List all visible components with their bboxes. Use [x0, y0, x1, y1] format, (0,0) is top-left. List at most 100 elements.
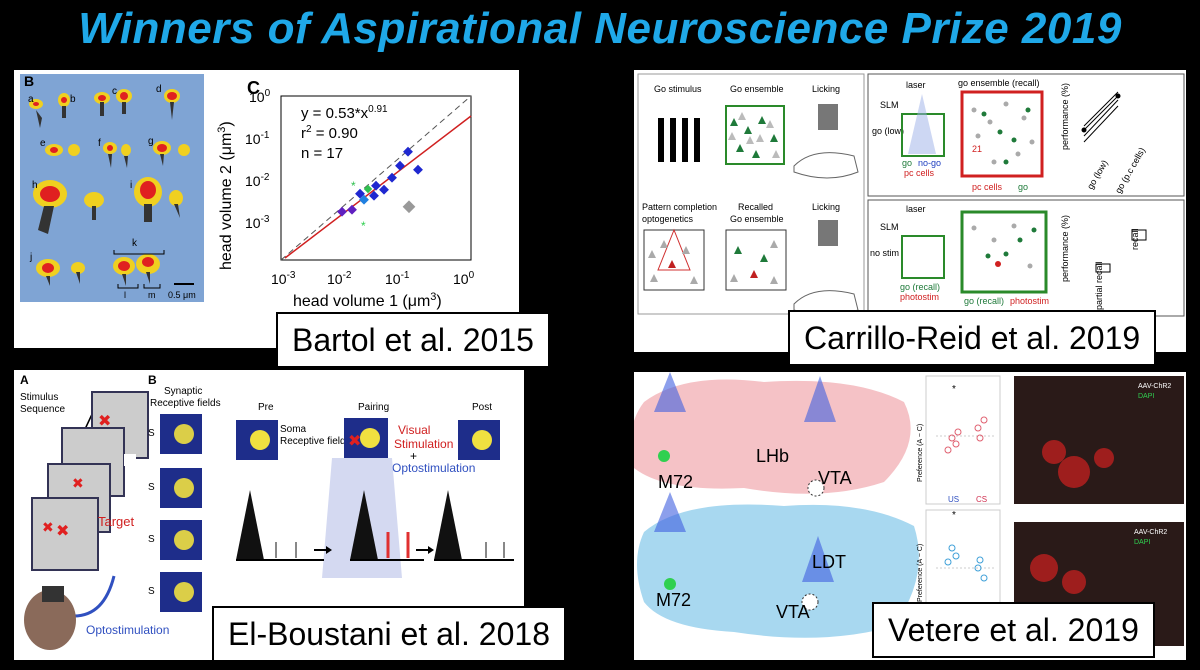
ytick-1: 10-1: [245, 130, 270, 147]
caption-carrillo-reid: Carrillo-Reid et al. 2019: [788, 310, 1157, 366]
label-m: m: [148, 290, 156, 300]
partial-recall-label: partial recall: [1094, 261, 1104, 310]
label-b: b: [70, 94, 76, 105]
go-label: go: [902, 158, 912, 168]
laser-label: laser: [906, 80, 926, 90]
pattern-completion-label: Pattern completion: [642, 202, 717, 212]
s2-label: S: [148, 482, 155, 493]
go-ensemble-label: Go ensemble: [730, 84, 784, 94]
r2-text: r2 = 0.90: [301, 124, 358, 142]
eq-text: y = 0.53*x0.91: [301, 104, 388, 122]
no-stim-label: no stim: [870, 248, 899, 258]
ldt-label: LDT: [812, 552, 846, 572]
label-C: C: [247, 78, 260, 98]
aav2-label: AAV-ChR2: [1134, 529, 1167, 536]
photostim2-label: photostim: [1010, 296, 1049, 306]
vta-label: VTA: [818, 468, 852, 488]
label-B: B: [24, 73, 34, 89]
svg-text:✖: ✖: [56, 523, 69, 540]
ytick-2: 10-2: [245, 172, 270, 189]
perf2-label: performance (%): [1060, 215, 1070, 282]
no-go-label: no-go: [918, 158, 941, 168]
licking-label: Licking: [812, 84, 840, 94]
label-h: h: [32, 180, 38, 191]
stimulation-label: Stimulation: [394, 437, 453, 451]
carrillo-figure: Go stimulus Go ensemble Licking Pattern …: [637, 73, 1185, 317]
star-label: *: [952, 384, 956, 395]
perf-label: performance (%): [1060, 83, 1070, 150]
plus-label: +: [410, 449, 417, 463]
x-axis-label: head volume 1 (μm3): [293, 291, 442, 310]
pre-label: Pre: [258, 402, 274, 413]
vta2-label: VTA: [776, 602, 810, 622]
label-j: j: [29, 252, 32, 263]
s3-label: S: [148, 534, 155, 545]
aav-label: AAV-ChR2: [1138, 383, 1171, 390]
go-low-label: go (low): [872, 126, 904, 136]
sequence-label: Sequence: [20, 404, 65, 415]
xtick-1: 10-2: [327, 270, 352, 287]
svg-text:*: *: [361, 219, 366, 233]
label-f: f: [98, 138, 101, 149]
laser2-label: laser: [906, 204, 926, 214]
rf-label: Receptive fields: [150, 398, 221, 409]
optostim-label: Optostimulation: [86, 623, 169, 637]
go2-label: go: [1018, 182, 1028, 192]
optogenetics-label: optogenetics: [642, 214, 694, 224]
recall-label: recall: [1130, 228, 1140, 250]
svg-text:*: *: [351, 179, 356, 193]
page-title: Winners of Aspirational Neuroscience Pri…: [78, 4, 1122, 53]
star2-label: *: [952, 510, 956, 521]
target-label: Target: [98, 514, 135, 529]
ytick-3: 10-3: [245, 214, 270, 231]
optostim2-label: Optostimulation: [392, 461, 475, 475]
m72b-label: M72: [656, 590, 691, 610]
label-k: k: [132, 238, 138, 249]
visual-label: Visual: [398, 423, 430, 437]
dapi2-label: DAPI: [1134, 539, 1150, 546]
n-text: n = 17: [301, 145, 343, 162]
label-B3: B: [148, 373, 157, 387]
stimulus-label: Stimulus: [20, 392, 58, 403]
y-axis-label: head volume 2 (μm3): [216, 121, 235, 270]
synaptic-label: Synaptic: [164, 386, 202, 397]
post-label: Post: [472, 402, 492, 413]
s4-label: S: [148, 586, 155, 597]
pref2-label: Preference (A − C): [917, 544, 924, 602]
m72-label: M72: [658, 472, 693, 492]
pairing-label: Pairing: [358, 402, 389, 413]
label-l: l: [124, 290, 126, 300]
label-g: g: [148, 136, 154, 147]
panel-carrillo-reid: Go stimulus Go ensemble Licking Pattern …: [634, 70, 1186, 352]
dapi-label: DAPI: [1138, 393, 1154, 400]
caption-el-boustani: El-Boustani et al. 2018: [212, 606, 566, 662]
label-a: a: [28, 94, 34, 105]
pc-label: pc cells: [904, 168, 935, 178]
label-d: d: [156, 84, 162, 95]
label-A: A: [20, 373, 29, 387]
go-ensemble2-label: Go ensemble: [730, 214, 784, 224]
svg-text:✖: ✖: [348, 433, 361, 450]
cs-label: CS: [976, 495, 987, 504]
soma-label: Soma: [280, 424, 307, 435]
n21-label: 21: [972, 144, 982, 154]
caption-bartol: Bartol et al. 2015: [276, 312, 550, 368]
go-recall-label: go (recall): [900, 282, 940, 292]
recalled-label: Recalled: [738, 202, 773, 212]
licking2-label: Licking: [812, 202, 840, 212]
svg-text:✖: ✖: [98, 413, 111, 430]
go-recall2-label: go (recall): [964, 296, 1004, 306]
photostim-label: photostim: [900, 292, 939, 302]
caption-vetere: Vetere et al. 2019: [872, 602, 1155, 658]
pc2-label: pc cells: [972, 182, 1003, 192]
svg-text:✖: ✖: [72, 475, 84, 491]
label-c: c: [112, 86, 117, 97]
go-stimulus-label: Go stimulus: [654, 84, 702, 94]
ytick-0: 100: [249, 88, 271, 105]
panel-el-boustani: A Stimulus Sequence ✖ ✖ ✖ ✖ Target Optos…: [14, 370, 524, 660]
spine-figure: B a b c d e f g h: [14, 70, 209, 348]
label-e: e: [40, 138, 46, 149]
label-i: i: [130, 180, 132, 191]
slm-label: SLM: [880, 100, 899, 110]
s1-label: S: [148, 428, 155, 439]
